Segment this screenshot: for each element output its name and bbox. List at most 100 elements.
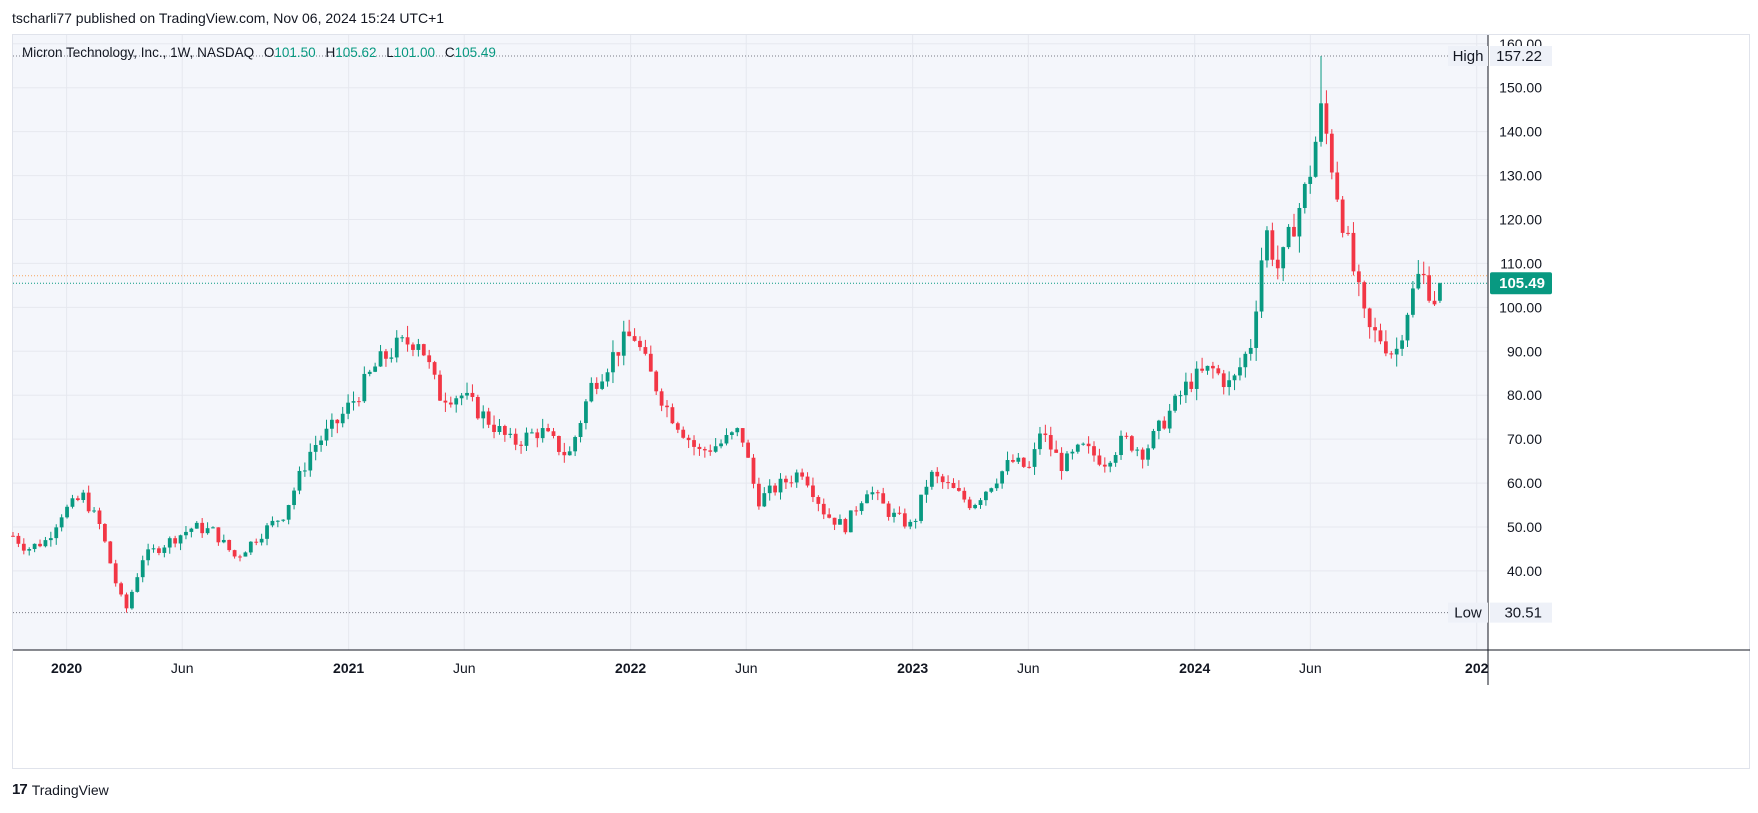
candle-body	[519, 444, 523, 446]
candle-body	[702, 449, 707, 451]
candle-body	[1275, 259, 1280, 269]
candle-body	[292, 490, 296, 506]
price-axis[interactable]: 40.00 50.00 60.00 70.00 80.00 90.00 100.00 110.…	[1487, 35, 1542, 685]
candle-body	[973, 505, 977, 509]
candle-body	[75, 498, 80, 500]
candle-body	[1194, 368, 1199, 389]
candle-body	[432, 362, 437, 375]
candle-body	[119, 583, 123, 595]
candle-body	[173, 538, 178, 544]
candle-body	[724, 435, 729, 444]
candle-body	[892, 512, 896, 517]
candle-body	[1021, 457, 1026, 467]
last-price-bg	[1490, 272, 1552, 295]
price-tick-label: 120.00	[1499, 212, 1542, 228]
candle-body	[92, 510, 96, 512]
candle-body	[638, 340, 642, 348]
candle-body	[1308, 176, 1313, 184]
candle-body	[1119, 435, 1123, 456]
candle-body	[611, 352, 615, 373]
candle-body	[11, 535, 15, 537]
candle-body	[902, 513, 907, 527]
high-label: H	[325, 45, 336, 60]
candle-body	[1027, 466, 1032, 468]
candle-body	[1221, 373, 1226, 388]
candle-body	[827, 514, 832, 518]
candle-body	[1346, 232, 1350, 234]
candle-body	[929, 471, 934, 487]
candle-body	[140, 560, 145, 578]
symbol-name: Micron Technology, Inc., 1W, NASDAQ	[22, 45, 255, 60]
candle-body	[713, 446, 718, 452]
candle-body	[65, 506, 69, 518]
candle-body	[102, 524, 107, 542]
candle-body	[97, 510, 102, 525]
close-value: 105.49	[454, 45, 496, 60]
candle-body	[1183, 381, 1188, 396]
candle-body	[286, 505, 291, 520]
candle-body	[124, 594, 129, 609]
candle-body	[540, 428, 545, 439]
candle-body	[1254, 311, 1259, 348]
high-tag-label: High	[1453, 48, 1484, 65]
candle-body	[984, 491, 988, 501]
candle-body	[238, 556, 242, 558]
time-tick-label: 2020	[51, 660, 82, 676]
candle-body	[1059, 452, 1064, 472]
candle-body	[546, 428, 550, 432]
candle-body	[1135, 449, 1140, 451]
candle-body	[1070, 451, 1075, 454]
candle-body	[184, 531, 188, 536]
candle-body	[470, 392, 475, 397]
candle-body	[1016, 457, 1021, 462]
candle-body	[697, 446, 702, 450]
candle-body	[1313, 141, 1318, 177]
candle-body	[297, 470, 302, 491]
candle-body	[859, 503, 864, 512]
candle-body	[535, 432, 540, 439]
candle-body	[1200, 368, 1204, 371]
candle-body	[1324, 103, 1329, 134]
time-tick-label: 2024	[1179, 660, 1210, 676]
candle-body	[81, 492, 86, 500]
candle-body	[330, 419, 334, 429]
grid-lines	[13, 35, 1488, 650]
candle-body	[1092, 446, 1096, 456]
candle-body	[967, 499, 972, 509]
price-labels: High 157.22 Low 30.51 105.49	[1448, 45, 1552, 623]
candle-body	[416, 344, 421, 350]
candle-body	[378, 351, 383, 367]
time-tick-label: Jun	[1017, 660, 1040, 676]
publication-caption: tscharli77 published on TradingView.com,…	[12, 10, 445, 26]
candle-body	[1124, 435, 1129, 437]
tradingview-logo-icon: 17	[12, 781, 28, 798]
candle-body	[1211, 365, 1215, 369]
candle-body	[594, 382, 599, 389]
candle-body	[924, 486, 929, 495]
candle-body	[1075, 444, 1080, 452]
candle-body	[1286, 226, 1291, 248]
high-tag-bg	[1448, 45, 1488, 66]
candle-body	[21, 543, 26, 551]
candle-body	[1081, 443, 1086, 445]
tradingview-brand[interactable]: 17 TradingView	[12, 781, 109, 798]
candle-body	[1356, 271, 1361, 283]
candle-body	[811, 485, 815, 498]
candle-body	[1243, 353, 1248, 368]
candle-body	[886, 503, 891, 517]
candle-body	[243, 552, 248, 557]
candle-body	[675, 423, 680, 430]
candle-body	[384, 351, 388, 359]
candle-body	[448, 402, 453, 405]
price-tick-label: 40.00	[1507, 563, 1542, 579]
candle-body	[735, 428, 740, 433]
candle-body	[259, 538, 264, 543]
candle-body	[1167, 410, 1172, 429]
candle-body	[1038, 433, 1042, 450]
candle-body	[692, 440, 696, 447]
candle-body	[216, 527, 221, 543]
candle-body	[189, 528, 194, 532]
time-axis[interactable]: 2020 Jun 2021 Jun 2022 Jun 2023 Jun 2024 Jun 202	[13, 649, 1750, 676]
candle-body	[681, 429, 686, 438]
